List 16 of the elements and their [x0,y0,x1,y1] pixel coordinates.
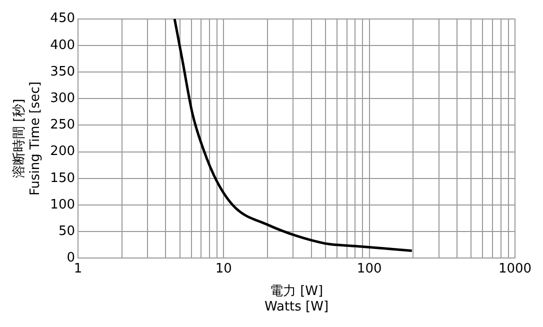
x-tick-label: 1 [74,261,82,276]
y-tick-label: 50 [58,224,76,239]
x-tick-label: 10 [215,261,232,276]
x-tick-label: 100 [356,261,382,276]
y-tick-label: 400 [50,38,76,53]
y-tick-label: 200 [50,144,76,160]
y-tick-label: 0 [66,250,76,266]
y-tick-label: 100 [50,197,76,212]
y-axis-title: 溶断時間 [秒] Fusing Time [sec] [11,81,43,196]
y-tick-label: 250 [50,118,76,133]
y-tick-label: 450 [50,11,76,26]
y-tick-label: 300 [50,90,76,106]
x-tick-label: 1000 [498,261,532,276]
y-tick-label: 350 [50,64,76,80]
y-tick-label: 150 [50,170,76,186]
x-axis-title: 電力 [W] Watts [W] [264,284,329,315]
